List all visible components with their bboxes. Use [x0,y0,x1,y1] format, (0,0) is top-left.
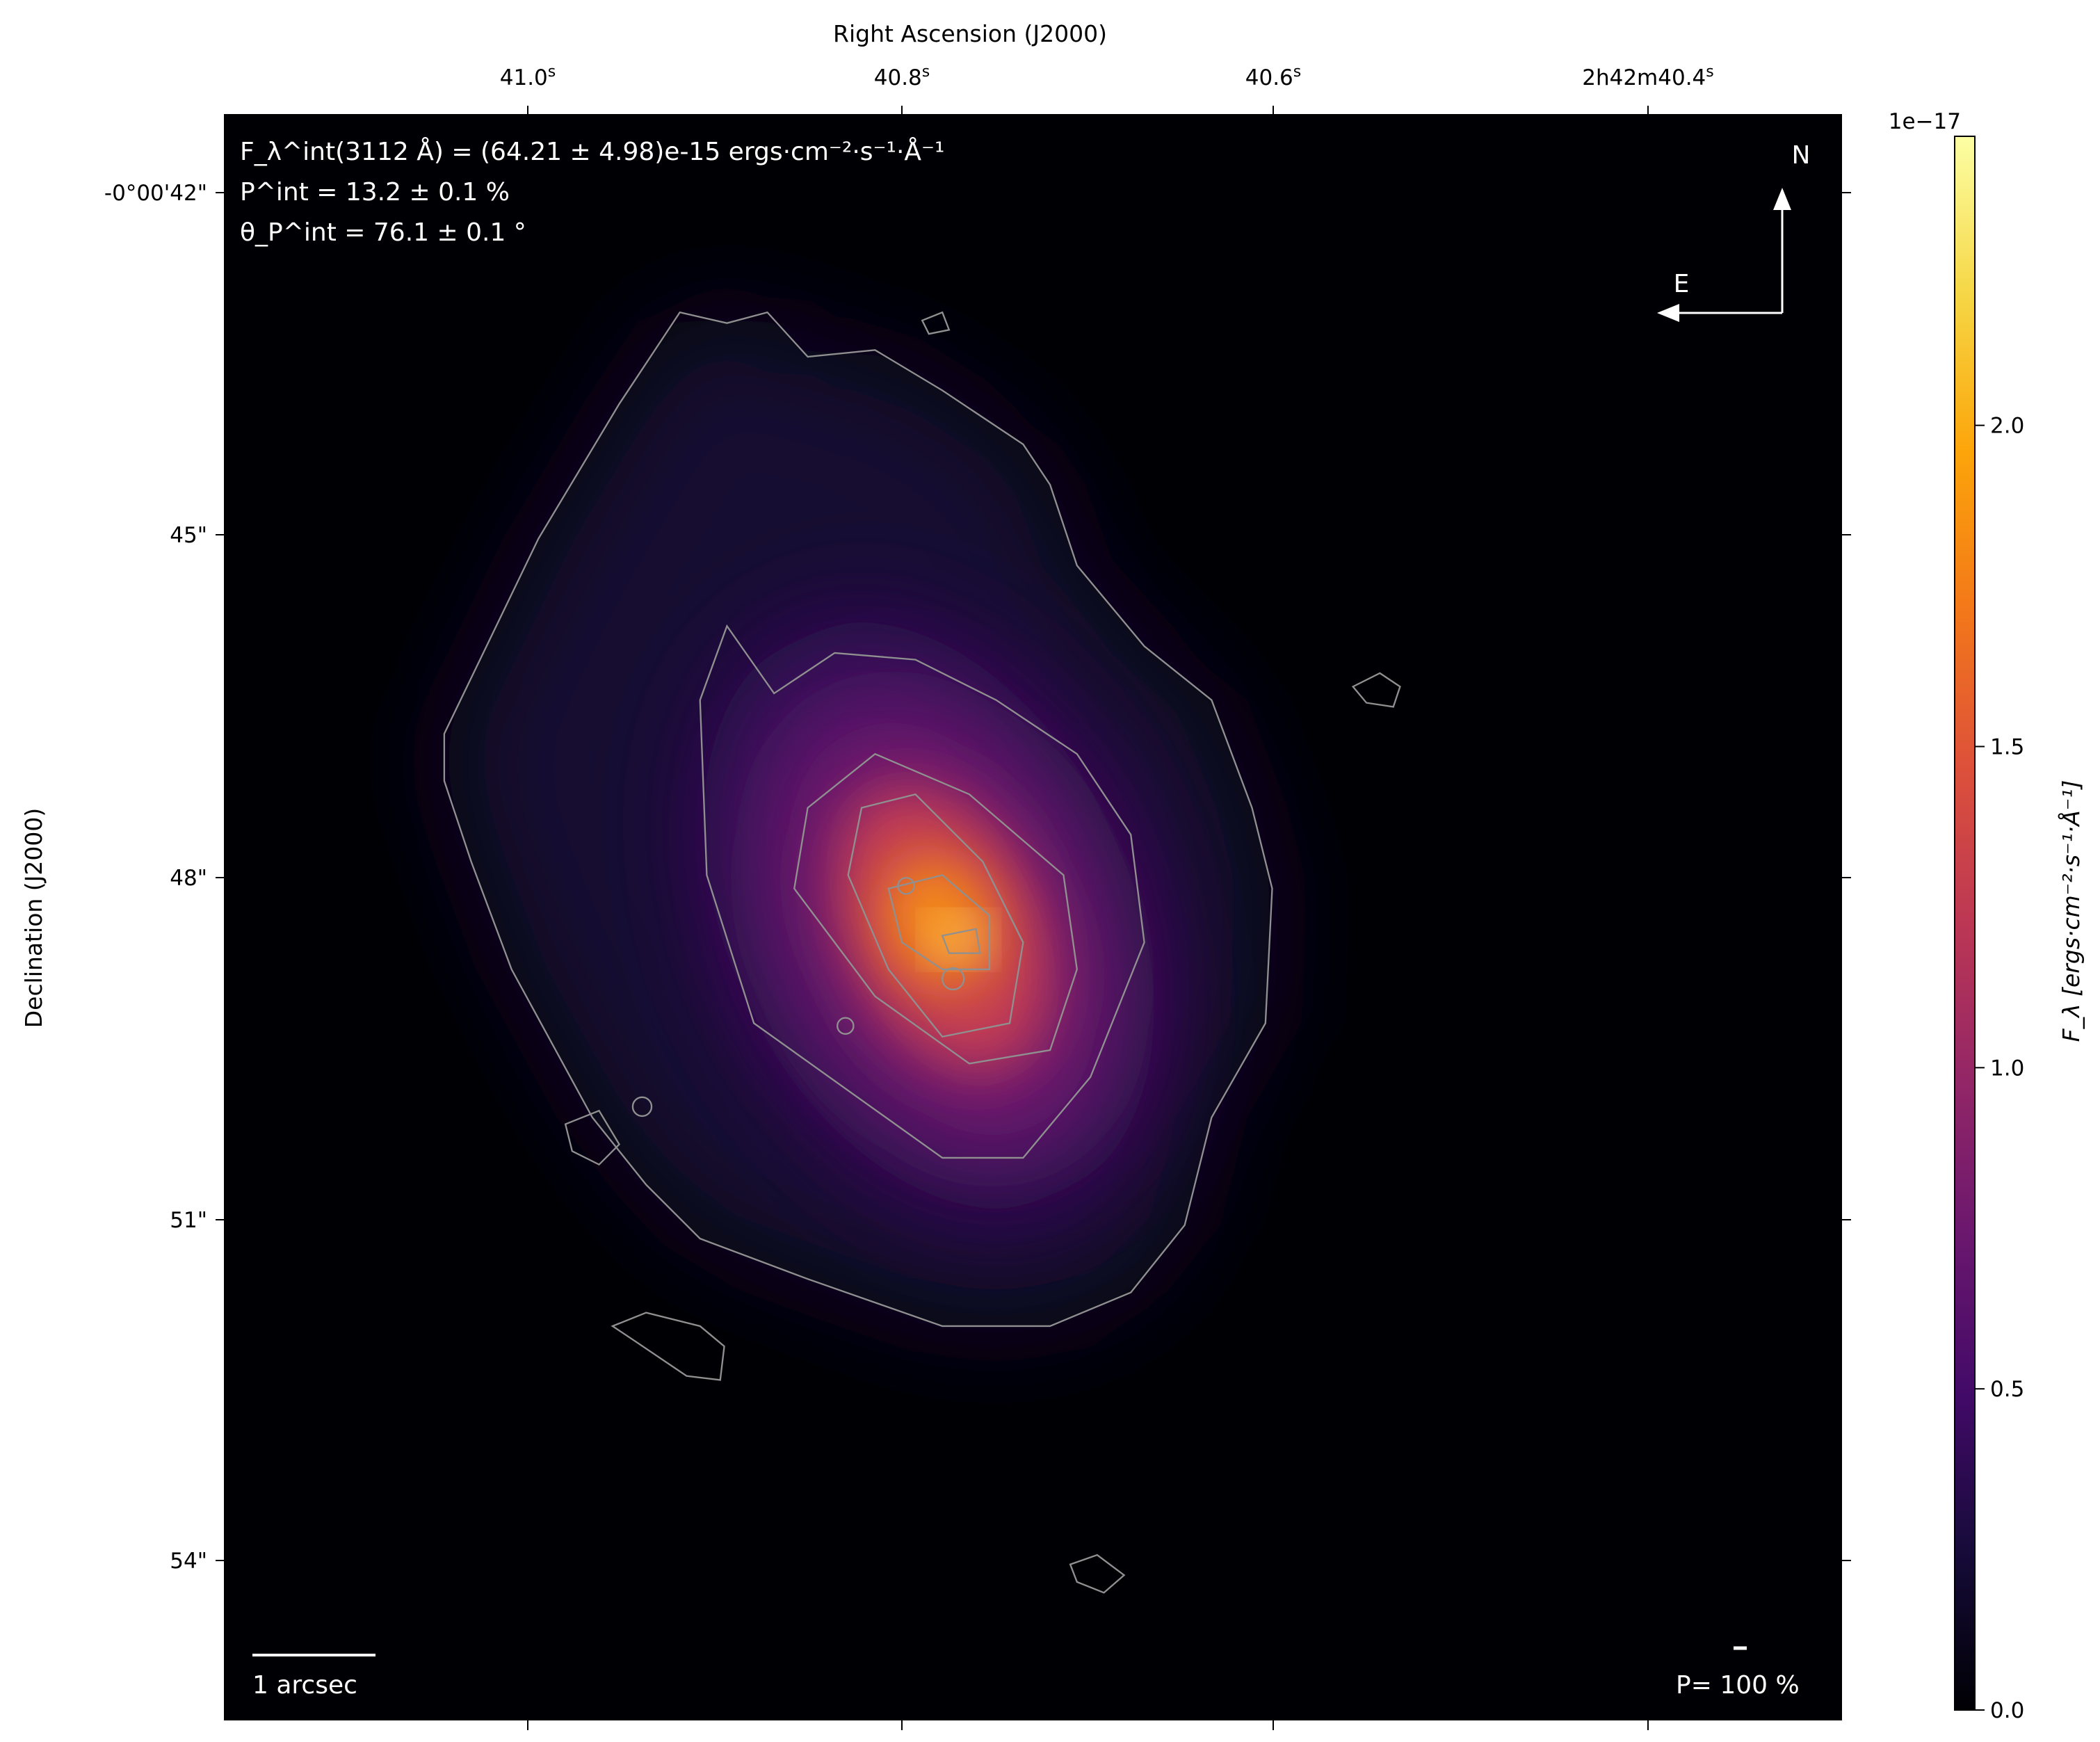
axis-ticks: 41.0s 40.8s 40.6s 2h42m40.4s -0°00'42" 45" 48"… [104,63,1851,1730]
y-tick-label: -0°00'42" [104,181,207,206]
angle-annotation: θ_P^int = 76.1 ± 0.1 ° [240,218,526,247]
colorbar-tick-label: 0.0 [1990,1698,2024,1723]
contour-level-2 [699,624,1145,1159]
contour-level-5 [887,874,991,971]
colorbar-ticks: 0.0 0.5 1.0 1.5 2.0 [1975,414,2024,1723]
colorbar-label: F_λ [ergs·cm⁻²·s⁻¹·Å⁻¹] [2057,780,2085,1042]
contours [443,311,1401,1594]
compass-icon: N E [1657,141,1810,322]
y-tick-label: 45" [170,523,207,548]
scalebar-label: 1 arcsec [252,1671,357,1700]
y-axis-label: Declination (J2000) [20,808,47,1029]
contour-level-1 [443,311,1273,1328]
polarization-annotation: P^int = 13.2 ± 0.1 % [240,178,510,207]
contour-level-4 [847,793,1024,1038]
x-tick-label: 41.0s [500,63,556,90]
flux-annotation: F_λ^int(3112 Å) = (64.21 ± 4.98)e-15 erg… [240,136,944,166]
east-label: E [1674,270,1690,298]
x-tick-label: 40.8s [874,63,930,90]
x-tick-label: 2h42m40.4s [1582,63,1714,90]
north-label: N [1792,141,1811,170]
flux-map: F_λ^int(3112 Å) = (64.21 ± 4.98)e-15 erg… [225,115,1841,1720]
colorbar-tick-label: 2.0 [1990,414,2024,439]
plot-frame [224,114,1842,1720]
colorbar-tick-label: 1.5 [1990,734,2024,759]
colorbar-tick-label: 0.5 [1990,1377,2024,1402]
contour-level-6 [941,928,981,954]
x-axis-label: Right Ascension (J2000) [833,20,1107,47]
colorbar-tick-label: 1.0 [1990,1056,2024,1081]
x-tick-label: 40.6s [1245,63,1302,90]
y-tick-label: 51" [170,1208,207,1233]
y-tick-label: 54" [170,1549,207,1574]
colorbar-offset: 1e−17 [1889,109,1961,134]
pol-scale-label: P= 100 % [1676,1671,1800,1700]
y-tick-label: 48" [170,866,207,891]
contour-level-3 [793,752,1078,1065]
colorbar [1954,136,1976,1711]
